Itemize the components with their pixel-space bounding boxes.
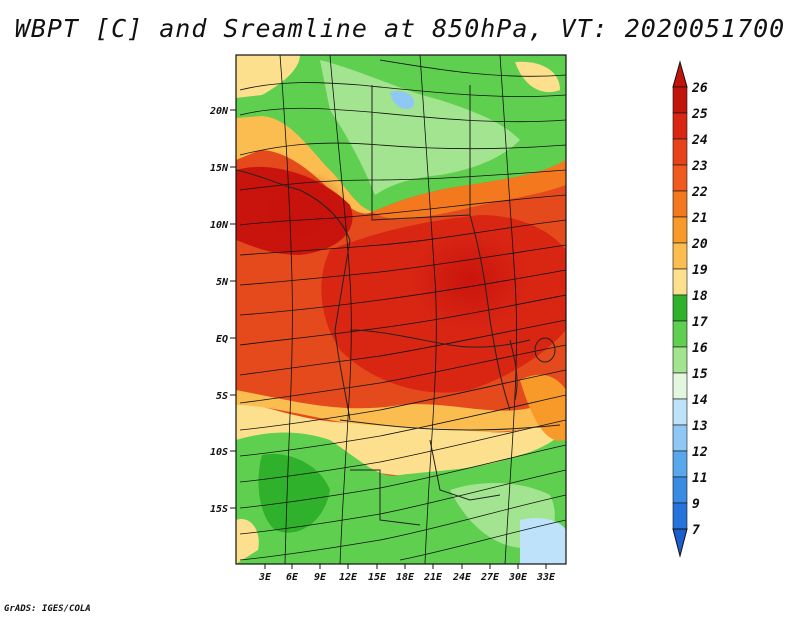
colorbar-swatch — [672, 112, 688, 140]
colorbar-swatch — [672, 138, 688, 166]
colorbar-label: 11 — [692, 471, 708, 486]
colorbar-swatch — [672, 346, 688, 374]
colorbar-label: 24 — [691, 133, 708, 148]
colorbar-swatch — [672, 268, 688, 296]
colorbar-swatch — [672, 450, 688, 478]
colorbar-label: 17 — [692, 315, 708, 330]
colorbar-label: 14 — [692, 393, 708, 408]
grads-credit: GrADS: IGES/COLA — [4, 604, 91, 614]
colorbar-label: 22 — [691, 185, 708, 200]
colorbar-label: 13 — [692, 419, 708, 434]
colorbar-label: 7 — [692, 523, 700, 538]
lon-label: 18E — [396, 572, 415, 583]
colorbar-label: 9 — [692, 497, 700, 512]
colorbar-label: 25 — [691, 107, 708, 122]
lat-label: 10S — [210, 447, 228, 458]
lon-label: 33E — [536, 572, 556, 583]
streamlines — [239, 55, 566, 564]
lat-label: EQ — [216, 334, 228, 345]
colorbar-swatch — [672, 372, 688, 400]
lat-label: 5S — [216, 391, 228, 402]
colorbar-min-arrow — [672, 528, 688, 558]
colorbar-label: 12 — [692, 445, 708, 460]
colorbar-label: 21 — [691, 211, 708, 226]
colorbar-label: 20 — [691, 237, 708, 252]
colorbar-swatch — [672, 216, 688, 244]
colorbar: 26 25 24 23 22 21 20 19 18 17 16 15 14 1… — [672, 60, 708, 558]
lon-label: 6E — [286, 572, 299, 583]
lon-label: 12E — [339, 572, 358, 583]
lon-label: 21E — [423, 572, 443, 583]
colorbar-swatch — [672, 164, 688, 192]
lon-label: 9E — [314, 572, 327, 583]
colorbar-label: 19 — [692, 263, 708, 278]
colorbar-swatch — [672, 320, 688, 348]
colorbar-swatch — [672, 294, 688, 322]
chart-title: WBPT [C] and Sreamline at 850hPa, VT: 20… — [14, 14, 786, 43]
colorbar-swatch — [672, 398, 688, 426]
wbpt-field — [236, 55, 566, 564]
lat-label: 20N — [209, 106, 229, 117]
colorbar-swatch — [672, 242, 688, 270]
country-borders — [236, 85, 561, 526]
colorbar-swatch — [672, 502, 688, 530]
colorbar-max-arrow — [672, 60, 688, 88]
colorbar-label: 18 — [692, 289, 708, 304]
lat-label: 15N — [210, 163, 229, 174]
colorbar-swatch — [672, 190, 688, 218]
colorbar-label: 23 — [691, 159, 708, 174]
latitude-axis: 20N 15N 10N 5N EQ 5S 10S 15S — [209, 106, 236, 515]
lat-label: 10N — [210, 220, 229, 231]
colorbar-label: 26 — [691, 81, 708, 96]
lat-label: 15S — [210, 504, 228, 515]
lon-label: 15E — [368, 572, 387, 583]
lon-label: 30E — [508, 572, 528, 583]
colorbar-swatch — [672, 476, 688, 504]
lat-label: 5N — [216, 277, 229, 288]
lon-label: 27E — [480, 572, 500, 583]
lon-label: 24E — [452, 572, 472, 583]
colorbar-swatch — [672, 86, 688, 114]
colorbar-swatch — [672, 424, 688, 452]
longitude-axis: 3E 6E 9E 12E 15E 18E 21E 24E 27E 30E 33E — [258, 564, 556, 583]
colorbar-label: 16 — [692, 341, 708, 356]
map-frame — [235, 54, 567, 565]
colorbar-label: 15 — [692, 367, 708, 382]
lon-label: 3E — [258, 572, 272, 583]
